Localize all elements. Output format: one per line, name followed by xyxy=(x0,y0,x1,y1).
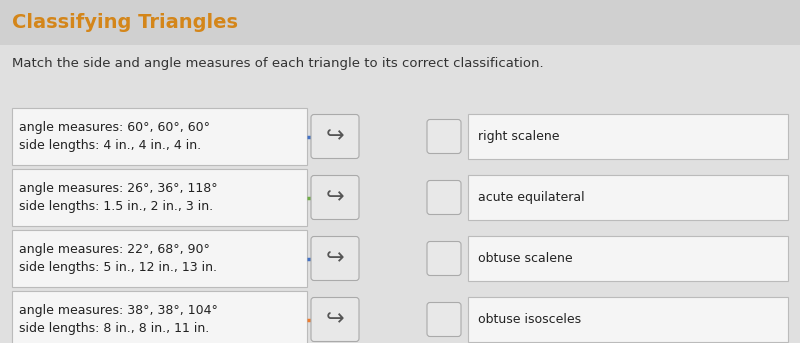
Text: ↪: ↪ xyxy=(326,248,344,269)
Text: right scalene: right scalene xyxy=(478,130,559,143)
FancyBboxPatch shape xyxy=(12,169,307,226)
Text: angle measures: 60°, 60°, 60°: angle measures: 60°, 60°, 60° xyxy=(19,121,210,134)
Text: obtuse scalene: obtuse scalene xyxy=(478,252,573,265)
FancyBboxPatch shape xyxy=(468,297,788,342)
Text: ↪: ↪ xyxy=(326,188,344,208)
Text: angle measures: 26°, 36°, 118°: angle measures: 26°, 36°, 118° xyxy=(19,182,218,195)
FancyBboxPatch shape xyxy=(311,297,359,342)
FancyBboxPatch shape xyxy=(427,303,461,336)
FancyBboxPatch shape xyxy=(311,237,359,281)
FancyBboxPatch shape xyxy=(0,45,800,343)
Text: angle measures: 38°, 38°, 104°: angle measures: 38°, 38°, 104° xyxy=(19,304,218,317)
FancyBboxPatch shape xyxy=(12,230,307,287)
FancyBboxPatch shape xyxy=(427,180,461,214)
Text: ↪: ↪ xyxy=(326,309,344,330)
Text: Classifying Triangles: Classifying Triangles xyxy=(12,13,238,32)
Text: obtuse isosceles: obtuse isosceles xyxy=(478,313,581,326)
FancyBboxPatch shape xyxy=(12,291,307,343)
FancyBboxPatch shape xyxy=(311,115,359,158)
Text: angle measures: 22°, 68°, 90°: angle measures: 22°, 68°, 90° xyxy=(19,243,210,256)
FancyBboxPatch shape xyxy=(468,236,788,281)
Text: Match the side and angle measures of each triangle to its correct classification: Match the side and angle measures of eac… xyxy=(12,57,544,70)
FancyBboxPatch shape xyxy=(12,108,307,165)
Text: side lengths: 1.5 in., 2 in., 3 in.: side lengths: 1.5 in., 2 in., 3 in. xyxy=(19,200,213,213)
Text: side lengths: 8 in., 8 in., 11 in.: side lengths: 8 in., 8 in., 11 in. xyxy=(19,322,210,335)
FancyBboxPatch shape xyxy=(0,0,800,45)
FancyBboxPatch shape xyxy=(427,119,461,154)
Text: side lengths: 4 in., 4 in., 4 in.: side lengths: 4 in., 4 in., 4 in. xyxy=(19,139,201,152)
FancyBboxPatch shape xyxy=(468,114,788,159)
FancyBboxPatch shape xyxy=(468,175,788,220)
Text: acute equilateral: acute equilateral xyxy=(478,191,585,204)
Text: side lengths: 5 in., 12 in., 13 in.: side lengths: 5 in., 12 in., 13 in. xyxy=(19,261,217,274)
FancyBboxPatch shape xyxy=(311,176,359,220)
FancyBboxPatch shape xyxy=(427,241,461,275)
Text: ↪: ↪ xyxy=(326,127,344,146)
